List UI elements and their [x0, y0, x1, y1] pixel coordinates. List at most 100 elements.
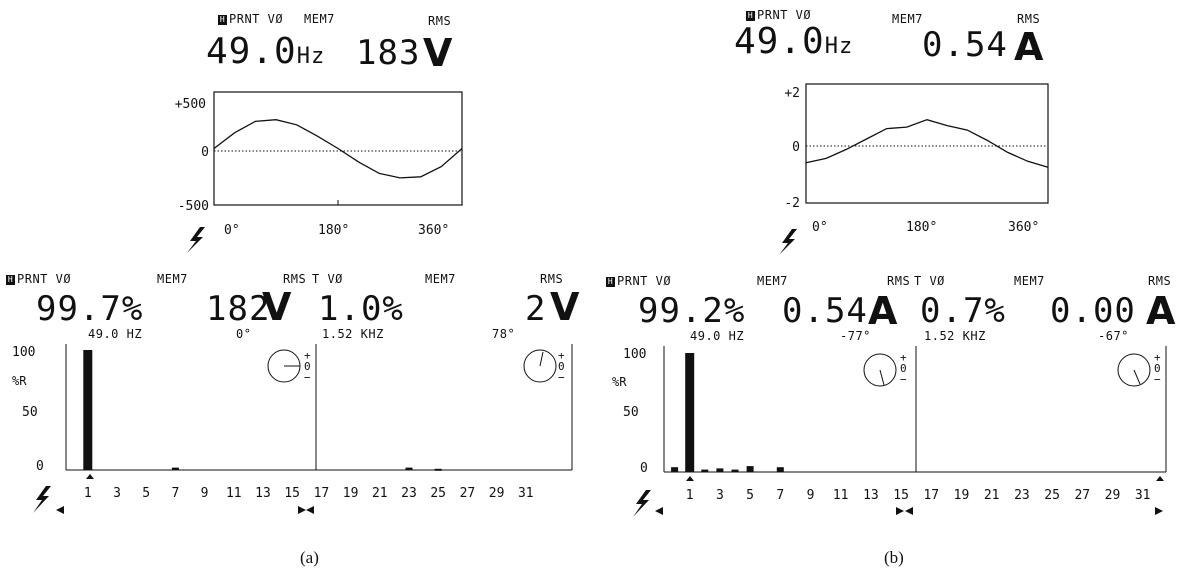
harmonic-bar	[731, 469, 739, 472]
arrow-left-icon	[905, 507, 913, 515]
caption-b: (b)	[884, 548, 904, 567]
arrow-left-icon	[655, 507, 663, 515]
x-tick-label: 27	[1074, 488, 1090, 503]
phasor-zero: 0	[304, 360, 311, 373]
harm-percent: 99.7%	[36, 289, 144, 329]
x-tick-label: 7	[776, 488, 784, 503]
harm-value: 0.54	[782, 291, 868, 331]
harmonic-bar	[434, 468, 442, 471]
x-tick-label: 13	[255, 486, 271, 501]
arrow-right-icon	[1155, 507, 1163, 515]
arrow-right-icon	[298, 506, 306, 514]
x-tick-label: 21	[372, 486, 388, 501]
harm2-phase: 78°	[492, 327, 516, 341]
harm2-percent: 1.0%	[318, 289, 404, 329]
wave-unit: A	[1014, 25, 1044, 69]
x-tick-label: 25	[430, 486, 446, 501]
y-tick-top: +2	[784, 86, 800, 101]
wave-value: 0.54	[922, 25, 1008, 65]
cursor-marker-icon	[1156, 476, 1164, 481]
phasor-plus: +	[558, 349, 565, 362]
y-tick-0: 0	[640, 461, 648, 476]
harm2-header-mem: MEM7	[425, 272, 456, 286]
x-tick-label: 27	[460, 486, 476, 501]
y-tick-50: 50	[22, 405, 38, 420]
lightning-icon	[779, 229, 797, 255]
phasor-minus: −	[900, 373, 907, 386]
harmonic-bar	[776, 467, 784, 472]
phasor-plus: +	[1154, 351, 1161, 364]
arrow-left-icon	[56, 506, 64, 514]
x-tick-label: 19	[343, 486, 359, 501]
harm-phase: 0°	[236, 327, 252, 341]
lightning-icon	[633, 490, 651, 517]
harmonic-bar	[83, 350, 93, 470]
harm2-value: 0.00	[1050, 291, 1136, 331]
x-tick-360: 360°	[418, 223, 449, 238]
x-tick-label: 31	[518, 486, 534, 501]
phasor-zero: 0	[1154, 362, 1161, 375]
wave-frequency: 49.0Hz	[734, 21, 854, 62]
harm2-sub-freq: 1.52 KHZ	[924, 329, 986, 343]
x-tick-label: 29	[489, 486, 505, 501]
phasor-minus: −	[558, 371, 565, 384]
x-tick-label: 31	[1135, 488, 1151, 503]
harm2-header-mode: T VØ	[312, 272, 343, 286]
harmonic-bar	[716, 468, 724, 472]
x-tick-label: 17	[314, 486, 330, 501]
phasor-icon	[267, 349, 301, 383]
x-tick-label: 13	[863, 488, 879, 503]
arrow-right-icon	[896, 507, 904, 515]
x-tick-180: 180°	[906, 220, 937, 235]
wave-header-mem: MEM7	[892, 12, 923, 26]
harm2-percent: 0.7%	[920, 291, 1006, 331]
x-tick-label: 17	[923, 488, 939, 503]
x-tick-label: 15	[893, 488, 909, 503]
x-tick-360: 360°	[1008, 220, 1039, 235]
harm-percent: 99.2%	[638, 291, 746, 331]
harmonic-bar	[701, 469, 709, 472]
harm-phase: -77°	[840, 329, 871, 343]
waveform-line	[213, 119, 463, 179]
wave-header-mode: H PRNT VØ	[746, 8, 812, 22]
phasor-plus: +	[900, 351, 907, 364]
y-tick-zero: 0	[201, 145, 209, 160]
x-tick-180: 180°	[318, 223, 349, 238]
harm-header-mode: H PRNT VØ	[606, 274, 672, 288]
harm-unit: A	[868, 289, 898, 333]
phasor-icon	[523, 349, 557, 383]
harm-header-mem: MEM7	[157, 272, 188, 286]
wave-unit: V	[423, 31, 453, 75]
x-tick-0: 0°	[224, 223, 240, 238]
harm-header-mode: H PRNT VØ	[6, 272, 72, 286]
harm2-unit: A	[1146, 289, 1176, 333]
x-tick-0: 0°	[812, 220, 828, 235]
lightning-icon	[187, 227, 205, 253]
y-tick-50: 50	[623, 405, 639, 420]
harm-header-mem: MEM7	[757, 274, 788, 288]
y-tick-top: +500	[175, 97, 206, 112]
arrow-left-icon	[306, 506, 314, 514]
harm-header-rms: RMS	[283, 272, 307, 286]
y-tick-bottom: -500	[178, 199, 209, 214]
phasor-minus: −	[1154, 373, 1161, 386]
y-tick-100: 100	[12, 345, 35, 360]
y-unit: %R	[12, 374, 27, 388]
harm-value: 182	[206, 289, 271, 329]
phasor-icon	[863, 353, 897, 387]
harm2-header-rms: RMS	[540, 272, 564, 286]
x-tick-label: 9	[201, 486, 209, 501]
harm2-phase: -67°	[1098, 329, 1129, 343]
x-tick-label: 11	[226, 486, 242, 501]
phasor-icon	[1117, 353, 1151, 387]
y-tick-zero: 0	[792, 140, 800, 155]
lightning-icon	[33, 486, 51, 513]
cursor-marker-icon	[86, 474, 94, 479]
x-tick-label: 15	[284, 486, 300, 501]
hold-icon: H	[746, 11, 755, 21]
wave-header-mem: MEM7	[304, 12, 335, 26]
caption-a: (a)	[300, 548, 319, 567]
y-tick-100: 100	[623, 347, 646, 362]
